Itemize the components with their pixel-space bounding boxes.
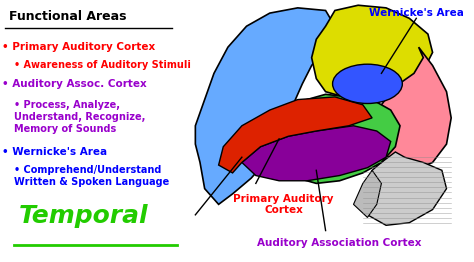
Text: Wernicke's Area: Wernicke's Area (369, 8, 464, 18)
Text: Primary Auditory
Cortex: Primary Auditory Cortex (234, 194, 334, 215)
Text: Auditory Association Cortex: Auditory Association Cortex (257, 238, 422, 248)
Polygon shape (219, 97, 372, 173)
Polygon shape (363, 152, 447, 225)
Text: • Wernicke's Area: • Wernicke's Area (2, 147, 108, 157)
Text: • Process, Analyze,
Understand, Recognize,
Memory of Sounds: • Process, Analyze, Understand, Recogniz… (14, 100, 146, 134)
Text: • Comprehend/Understand
Written & Spoken Language: • Comprehend/Understand Written & Spoken… (14, 165, 169, 187)
Polygon shape (311, 5, 433, 97)
Text: Temporal: Temporal (18, 204, 148, 228)
Polygon shape (195, 8, 335, 204)
Text: • Auditory Assoc. Cortex: • Auditory Assoc. Cortex (2, 79, 147, 89)
Polygon shape (377, 47, 451, 170)
Circle shape (333, 64, 402, 103)
Polygon shape (279, 94, 400, 183)
Polygon shape (354, 170, 382, 217)
Polygon shape (242, 126, 391, 181)
Text: Functional Areas: Functional Areas (9, 10, 127, 24)
Text: • Awareness of Auditory Stimuli: • Awareness of Auditory Stimuli (14, 60, 191, 70)
Text: • Primary Auditory Cortex: • Primary Auditory Cortex (2, 42, 155, 52)
